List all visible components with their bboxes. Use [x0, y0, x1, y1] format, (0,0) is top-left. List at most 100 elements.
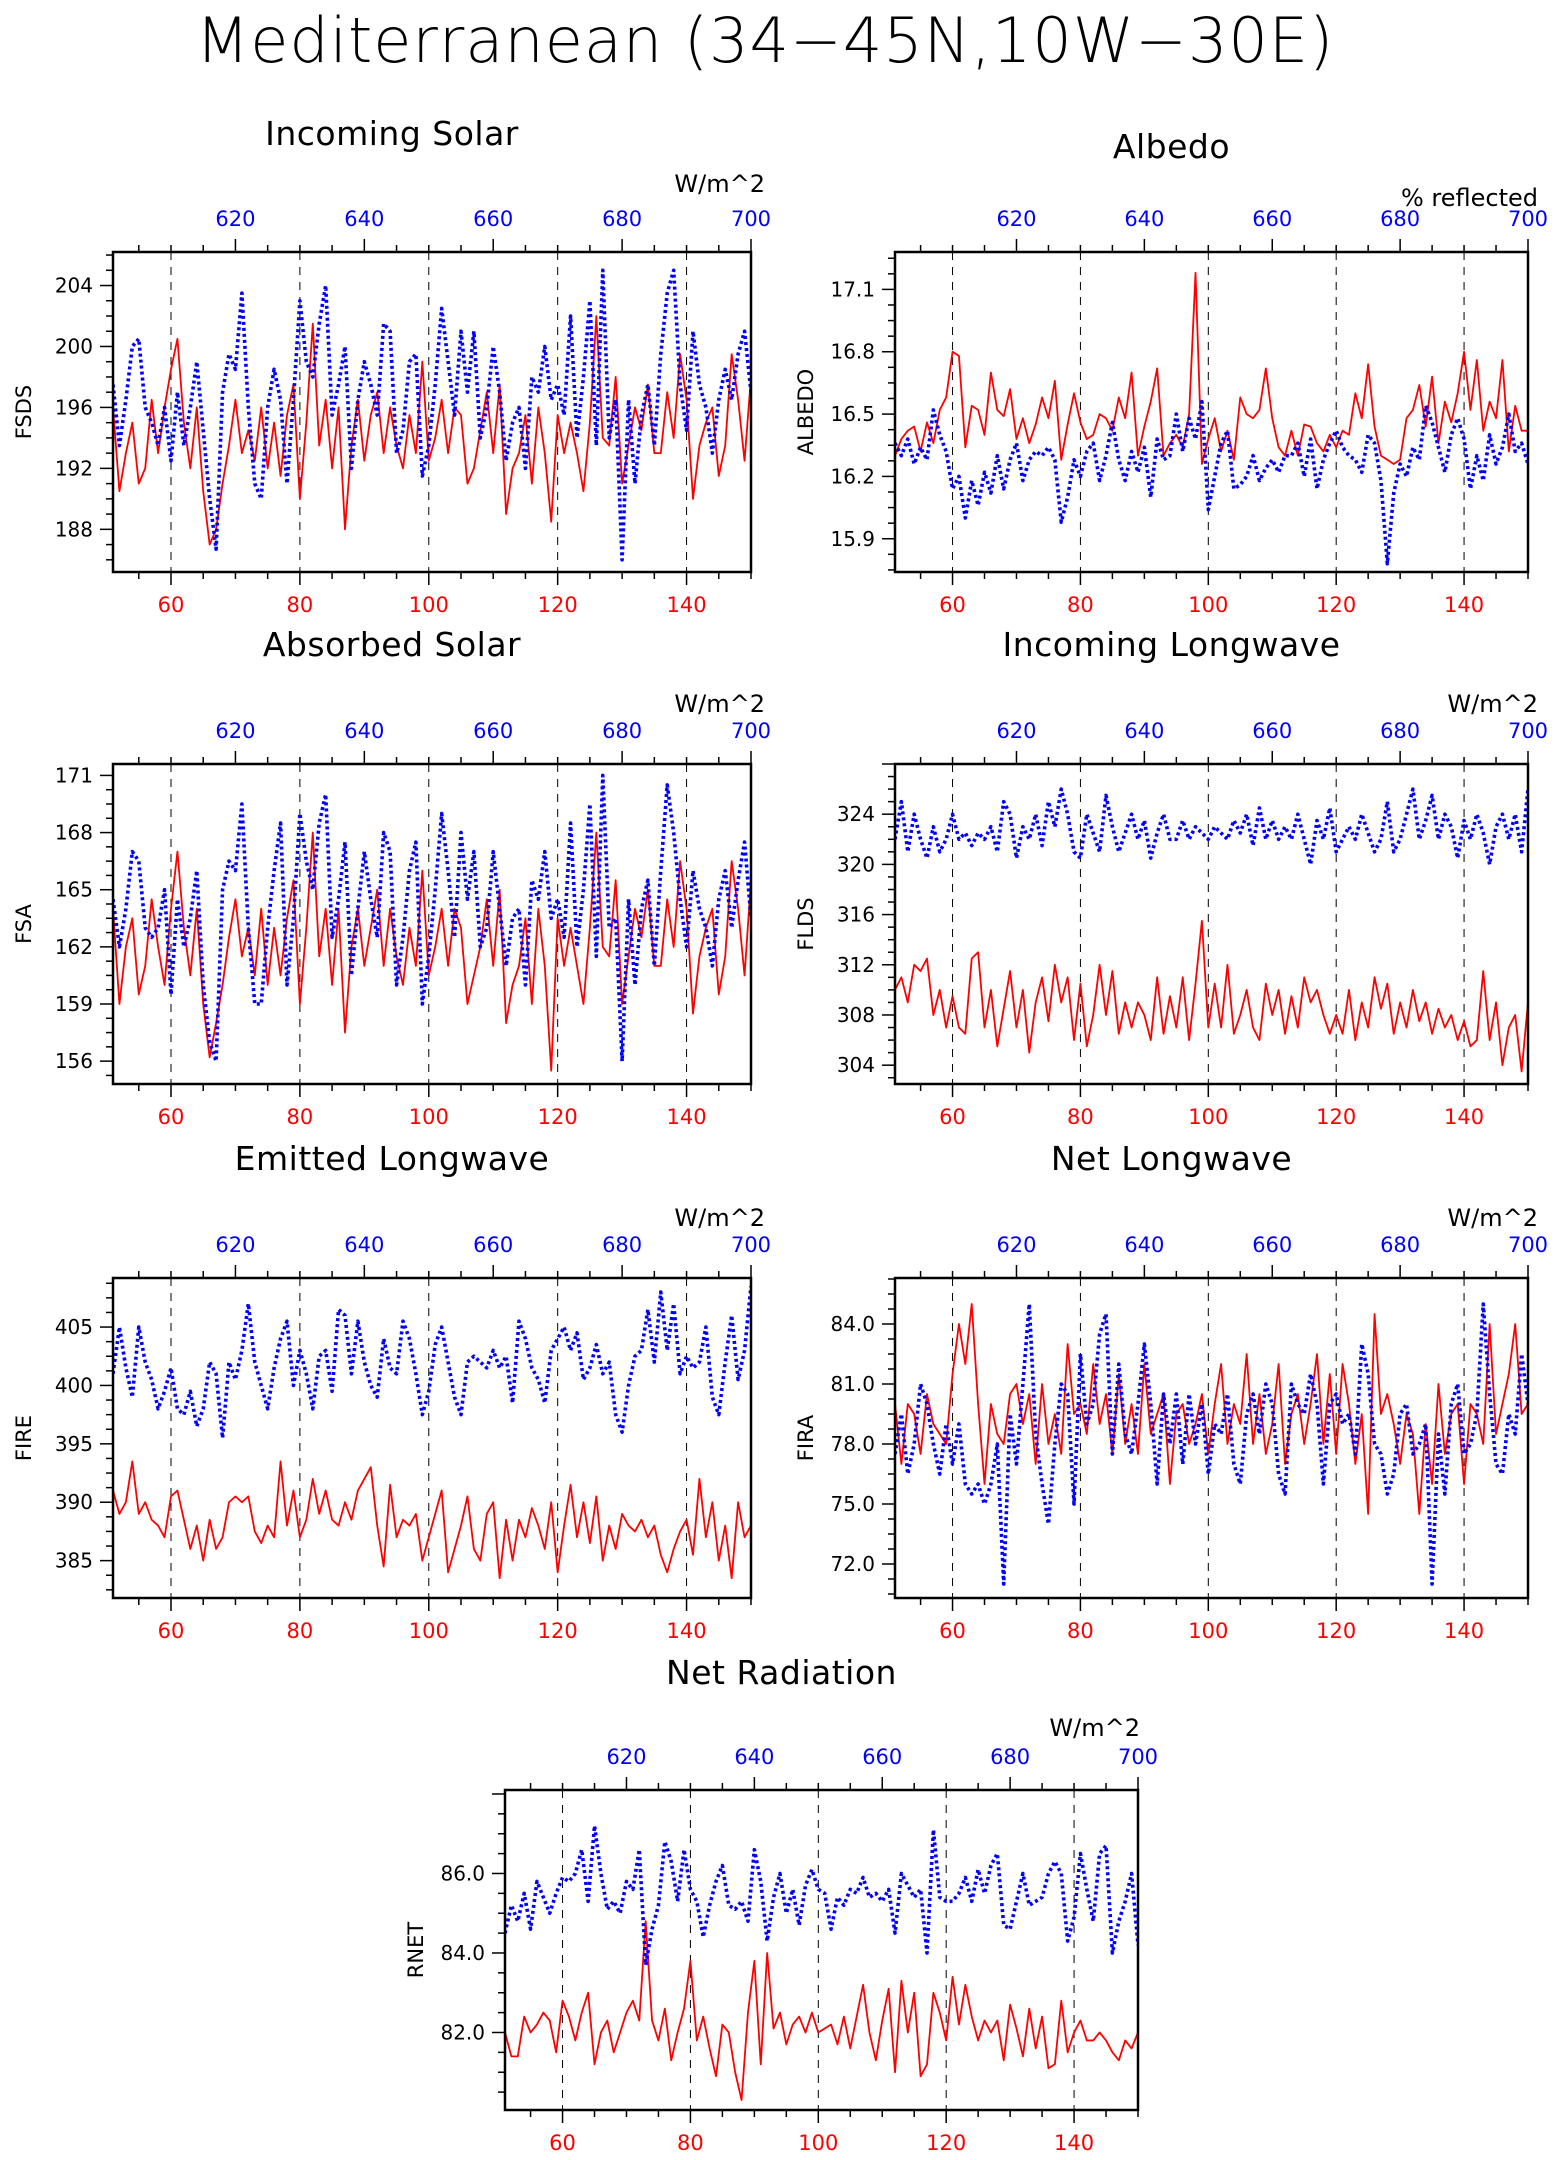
x2-tick-label: 660 [1252, 719, 1292, 743]
y-tick-label: 16.8 [830, 340, 875, 364]
x2-tick-label: 620 [996, 207, 1036, 231]
x2-tick-label: 620 [606, 1745, 646, 1769]
panels: Incoming Solar W/m^2 FSDS 60 80 100 120 140 620 6… [12, 114, 1548, 2155]
y-tick-label: 390 [55, 1490, 93, 1514]
x-tick-label: 100 [798, 2131, 838, 2155]
x-tick-label: 140 [667, 1105, 707, 1129]
series-line-blue [895, 1302, 1528, 1586]
y-tick-label: 308 [837, 1003, 875, 1027]
y-tick-label: 75.0 [830, 1492, 875, 1516]
x2-tick-label: 640 [344, 719, 384, 743]
panel-title: Absorbed Solar [263, 625, 521, 664]
x2-tick-label: 620 [215, 719, 255, 743]
y-axis-label: FLDS [794, 897, 818, 950]
x2-tick-label: 700 [1508, 719, 1548, 743]
y-tick-label: 400 [55, 1373, 93, 1397]
x2-tick-label: 700 [1508, 1233, 1548, 1257]
y-tick-label: 320 [837, 852, 875, 876]
x2-tick-label: 700 [731, 1233, 771, 1257]
x-tick-label: 140 [1444, 1105, 1484, 1129]
x2-tick-label: 680 [1380, 1233, 1420, 1257]
x-tick-label: 100 [1188, 1105, 1228, 1129]
y-axis-label: FSA [12, 903, 36, 943]
units-label: W/m^2 [674, 1204, 765, 1232]
x-tick-label: 60 [939, 593, 966, 617]
x2-tick-label: 680 [1380, 207, 1420, 231]
units-label: W/m^2 [674, 690, 765, 718]
x-tick-label: 80 [287, 593, 314, 617]
x2-tick-label: 620 [215, 1233, 255, 1257]
y-tick-label: 165 [55, 878, 93, 902]
series-line-blue [895, 787, 1528, 867]
x2-tick-label: 660 [473, 719, 513, 743]
panel-title: Albedo [1113, 127, 1230, 166]
series-line-red [505, 1920, 1138, 2101]
x-tick-label: 120 [1316, 1105, 1356, 1129]
panel-fsds: Incoming Solar W/m^2 FSDS 60 80 100 120 140 620 6… [12, 114, 771, 617]
x2-tick-label: 640 [344, 207, 384, 231]
y-tick-label: 316 [837, 903, 875, 927]
x-tick-label: 60 [939, 1619, 966, 1643]
y-tick-label: 84.0 [440, 1941, 485, 1965]
x2-tick-label: 620 [996, 1233, 1036, 1257]
y-tick-label: 16.5 [830, 402, 875, 426]
panel-title: Incoming Solar [265, 114, 519, 153]
y-tick-label: 84.0 [830, 1312, 875, 1336]
units-label: W/m^2 [1049, 1714, 1140, 1742]
x2-tick-label: 700 [731, 207, 771, 231]
x2-tick-label: 660 [862, 1745, 902, 1769]
x-tick-label: 140 [1444, 1619, 1484, 1643]
series-line-blue [505, 1823, 1138, 1967]
x2-tick-label: 640 [1124, 1233, 1164, 1257]
y-tick-label: 204 [55, 274, 93, 298]
x-tick-label: 60 [158, 1619, 185, 1643]
x-tick-label: 120 [538, 1105, 578, 1129]
panel-fira: Net Longwave W/m^2 FIRA 60 80 100 120 140 620 640… [794, 1139, 1548, 1643]
panel-albedo: Albedo % reflected ALBEDO 60 80 100 120 140 620 6… [794, 127, 1548, 617]
plot-frame [503, 1788, 1140, 2112]
x-tick-label: 80 [1067, 1105, 1094, 1129]
y-axis-label: FIRA [794, 1414, 818, 1461]
x-tick-label: 80 [287, 1105, 314, 1129]
x-tick-label: 100 [409, 1619, 449, 1643]
series-line-red [895, 1303, 1528, 1515]
x-tick-label: 120 [1316, 593, 1356, 617]
y-axis-label: RNET [404, 1922, 428, 1979]
y-tick-label: 312 [837, 953, 875, 977]
x2-tick-label: 620 [996, 719, 1036, 743]
x2-tick-label: 680 [602, 207, 642, 231]
x-tick-label: 80 [1067, 593, 1094, 617]
x2-tick-label: 640 [344, 1233, 384, 1257]
plot-frame [111, 250, 753, 574]
x2-tick-label: 660 [473, 1233, 513, 1257]
y-tick-label: 385 [55, 1549, 93, 1573]
plot-frame [111, 762, 753, 1086]
x2-tick-label: 680 [1380, 719, 1420, 743]
x-tick-label: 100 [409, 1105, 449, 1129]
series-line-red [113, 1460, 751, 1580]
series-line-red [895, 271, 1528, 465]
y-axis-label: FSDS [12, 385, 36, 440]
y-tick-label: 324 [837, 802, 875, 826]
units-label: W/m^2 [674, 170, 765, 198]
y-tick-label: 196 [55, 395, 93, 419]
y-tick-label: 156 [55, 1049, 93, 1073]
x2-tick-label: 640 [1124, 207, 1164, 231]
x2-tick-label: 640 [734, 1745, 774, 1769]
y-tick-label: 78.0 [830, 1432, 875, 1456]
plot-frame [111, 1276, 753, 1600]
x-tick-label: 60 [939, 1105, 966, 1129]
x-tick-label: 80 [287, 1619, 314, 1643]
y-tick-label: 81.0 [830, 1372, 875, 1396]
x2-tick-label: 680 [990, 1745, 1030, 1769]
series-line-blue [113, 1286, 751, 1440]
x-tick-label: 60 [549, 2131, 576, 2155]
y-tick-label: 86.0 [440, 1861, 485, 1885]
x-tick-label: 140 [1444, 593, 1484, 617]
x-tick-label: 100 [409, 593, 449, 617]
series-line-red [895, 919, 1528, 1073]
y-tick-label: 405 [55, 1315, 93, 1339]
x-tick-label: 120 [538, 593, 578, 617]
y-tick-label: 159 [55, 992, 93, 1016]
